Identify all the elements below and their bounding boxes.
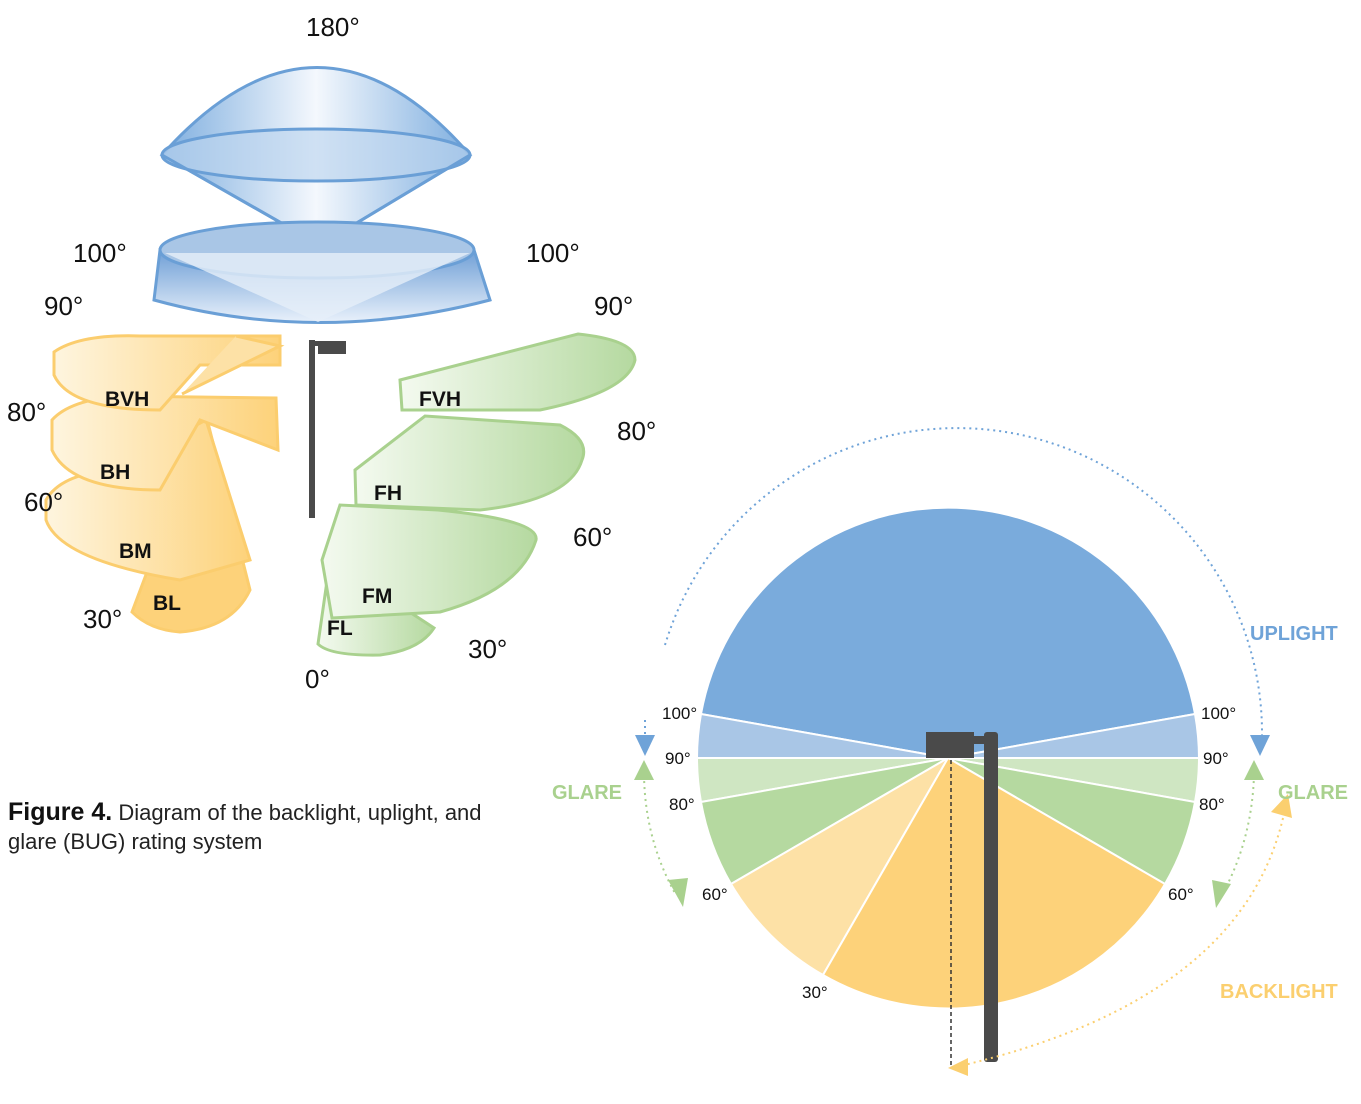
backlight-arc <box>959 817 1284 1067</box>
glare-arrow-left-down-icon <box>668 878 688 907</box>
uplight-arc <box>644 427 1264 745</box>
deg-100-left: 100° <box>73 238 127 268</box>
backlight-label: BACKLIGHT <box>1220 981 1338 1003</box>
zone-label-fvh: FVH <box>419 388 461 411</box>
backlight-30-60 <box>729 755 951 977</box>
backlight-arrow-up-icon <box>1271 794 1292 818</box>
bvh-cone <box>181 334 285 396</box>
deg-90-left: 90° <box>44 291 83 321</box>
backlight-arc-path <box>959 817 1284 1067</box>
deg2d-60-left: 60° <box>702 885 728 904</box>
pole-2d-shaft <box>984 732 998 1062</box>
glare-arc-right <box>1221 774 1255 896</box>
backlight-zones <box>44 334 285 634</box>
bug-3d-diagram: BVH BH BM BL FVH FH FM FL 180° 100° 100°… <box>7 12 656 694</box>
deg-80-right: 80° <box>617 416 656 446</box>
pole-3d <box>309 340 346 518</box>
glare-label-right: GLARE <box>1278 782 1348 804</box>
zone-label-fl: FL <box>327 617 353 640</box>
deg2d-90-left: 90° <box>665 749 691 768</box>
fvh-slice <box>398 332 637 412</box>
luminaire-3d <box>318 341 346 354</box>
zone-label-fh: FH <box>374 482 402 505</box>
pole-2d-arm <box>970 736 988 744</box>
zone-label-fm: FM <box>362 585 392 608</box>
deg-90-right: 90° <box>594 291 633 321</box>
deg-80-left: 80° <box>7 397 46 427</box>
fm-slice <box>320 503 538 620</box>
figure-label: Figure 4. <box>8 798 113 826</box>
deg-0: 0° <box>305 664 330 694</box>
deg2d-60-right: 60° <box>1168 885 1194 904</box>
glare-arc-right-path <box>1221 774 1255 896</box>
uplight-dome <box>152 66 492 324</box>
deg2d-90-right: 90° <box>1203 749 1229 768</box>
figure-caption: Figure 4. Diagram of the backlight, upli… <box>8 798 528 856</box>
uplight-arrow-right-icon <box>1250 735 1270 756</box>
uplight-label: UPLIGHT <box>1250 623 1338 645</box>
fh-slice <box>353 414 586 512</box>
backlight-arrow-down-icon <box>948 1058 968 1076</box>
bm-slice <box>44 417 252 582</box>
glare-arrow-left-up-icon <box>634 760 654 780</box>
deg-60-left: 60° <box>24 487 63 517</box>
glare-arrow-right-up-icon <box>1244 760 1264 780</box>
section-wedges <box>695 506 1201 1010</box>
zone-label-bvh: BVH <box>105 388 149 411</box>
glare-arc-left <box>643 774 677 896</box>
glare-arrow-right-down-icon <box>1212 880 1231 908</box>
dome-rim <box>160 127 472 183</box>
deg-100-right: 100° <box>526 238 580 268</box>
zone-label-bl: BL <box>153 592 181 615</box>
deg2d-80-right: 80° <box>1199 795 1225 814</box>
bug-2d-diagram: UPLIGHT GLARE GLARE BACKLIGHT 100° 90° 8… <box>552 427 1348 1076</box>
figure-caption-text: Diagram of the backlight, uplight, and g… <box>8 800 482 854</box>
uplight-band-fan <box>165 253 470 322</box>
deg2d-30-left: 30° <box>802 983 828 1002</box>
zone-label-bm: BM <box>119 540 152 563</box>
uplight-arrow-left-icon <box>635 735 655 756</box>
pole-3d-shaft <box>309 340 315 518</box>
deg-60-right: 60° <box>573 522 612 552</box>
uplight-region <box>699 506 1197 760</box>
deg2d-80-left: 80° <box>669 795 695 814</box>
forward-zones <box>316 332 637 657</box>
deg-30-right: 30° <box>468 634 507 664</box>
deg-30-left: 30° <box>83 604 122 634</box>
luminaire-2d <box>926 732 974 758</box>
deg2d-100-right: 100° <box>1201 704 1236 723</box>
pole-3d-arm <box>309 341 321 346</box>
zone-label-bh: BH <box>100 461 130 484</box>
deg-180: 180° <box>306 12 360 42</box>
glare-arc-left-path <box>643 774 677 896</box>
glare-label-left: GLARE <box>552 782 622 804</box>
deg2d-100-left: 100° <box>662 704 697 723</box>
bh-slice <box>50 394 280 492</box>
